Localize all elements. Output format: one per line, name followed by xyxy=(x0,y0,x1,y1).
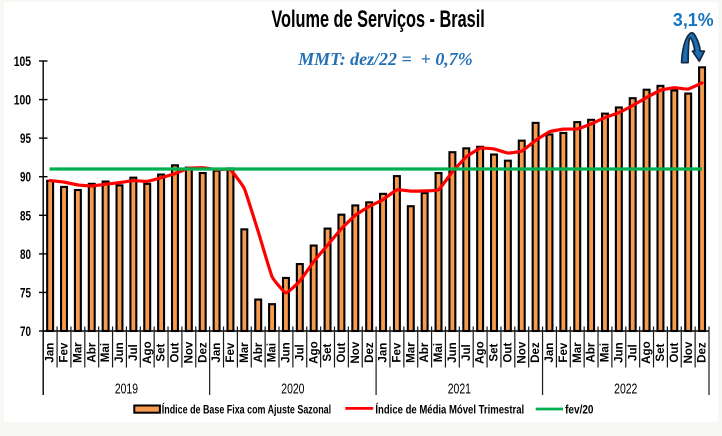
svg-text:70: 70 xyxy=(20,323,31,339)
svg-text:2019: 2019 xyxy=(115,381,138,397)
svg-text:Ago: Ago xyxy=(640,341,653,364)
svg-text:Out: Out xyxy=(169,342,182,362)
svg-text:Nov: Nov xyxy=(515,341,528,363)
svg-text:Dez: Dez xyxy=(529,342,542,363)
svg-text:Set: Set xyxy=(654,343,667,361)
svg-text:Jun: Jun xyxy=(612,342,625,363)
svg-text:Índice de Média Móvel Trimestr: Índice de Média Móvel Trimestral xyxy=(375,402,524,417)
svg-text:Mar: Mar xyxy=(238,342,251,363)
svg-text:Mai: Mai xyxy=(99,343,112,362)
svg-text:2022: 2022 xyxy=(614,381,637,397)
svg-text:75: 75 xyxy=(20,284,31,300)
svg-text:Dez: Dez xyxy=(696,342,709,363)
svg-text:Ago: Ago xyxy=(141,341,154,364)
svg-text:Jun: Jun xyxy=(446,342,459,363)
svg-text:Volume de Serviços - Brasil: Volume de Serviços - Brasil xyxy=(271,6,484,33)
svg-text:85: 85 xyxy=(20,207,31,223)
svg-text:100: 100 xyxy=(14,92,31,108)
svg-text:Jul: Jul xyxy=(460,344,473,361)
svg-text:Dez: Dez xyxy=(196,342,209,363)
svg-text:2020: 2020 xyxy=(281,381,304,397)
svg-text:Jan: Jan xyxy=(543,343,556,363)
svg-text:Mar: Mar xyxy=(71,342,84,363)
svg-text:Mai: Mai xyxy=(432,343,445,362)
svg-text:Out: Out xyxy=(335,342,348,362)
svg-text:Abr: Abr xyxy=(252,342,265,362)
svg-text:Jan: Jan xyxy=(377,343,390,363)
svg-text:Mar: Mar xyxy=(404,342,417,363)
svg-text:Fev: Fev xyxy=(224,342,237,363)
svg-text:95: 95 xyxy=(20,130,31,146)
svg-text:Jul: Jul xyxy=(127,344,140,361)
svg-text:Mai: Mai xyxy=(266,343,279,362)
svg-text:105: 105 xyxy=(14,53,31,69)
svg-text:Set: Set xyxy=(488,343,501,361)
svg-text:Ago: Ago xyxy=(307,341,320,364)
svg-text:Jul: Jul xyxy=(293,344,306,361)
svg-text:MMT: dez/22 = + 0,7%: MMT: dez/22 = + 0,7% xyxy=(297,49,472,69)
svg-text:Ago: Ago xyxy=(474,341,487,364)
svg-text:Set: Set xyxy=(155,343,168,361)
svg-text:Fev: Fev xyxy=(557,342,570,363)
svg-text:Mai: Mai xyxy=(599,343,612,362)
svg-text:Out: Out xyxy=(501,342,514,362)
svg-text:Out: Out xyxy=(668,342,681,362)
svg-text:Fev: Fev xyxy=(58,342,71,363)
svg-text:90: 90 xyxy=(20,169,31,185)
svg-text:Jan: Jan xyxy=(44,343,57,363)
svg-text:fev/20: fev/20 xyxy=(565,403,594,417)
svg-text:Abr: Abr xyxy=(418,342,431,362)
svg-text:2021: 2021 xyxy=(448,381,471,397)
svg-text:Jun: Jun xyxy=(280,342,293,363)
svg-text:Jun: Jun xyxy=(113,342,126,363)
svg-text:3,1%: 3,1% xyxy=(673,10,714,30)
svg-text:Abr: Abr xyxy=(585,342,598,362)
svg-text:80: 80 xyxy=(20,246,31,262)
svg-text:Abr: Abr xyxy=(85,342,98,362)
svg-text:Nov: Nov xyxy=(182,341,195,363)
svg-text:Índice de Base Fixa com Ajuste: Índice de Base Fixa com Ajuste Sazonal xyxy=(162,402,331,417)
svg-text:Nov: Nov xyxy=(682,341,695,363)
svg-text:Dez: Dez xyxy=(363,342,376,363)
svg-text:Jul: Jul xyxy=(626,344,639,361)
svg-text:Mar: Mar xyxy=(571,342,584,363)
svg-text:Nov: Nov xyxy=(349,341,362,363)
svg-text:Jan: Jan xyxy=(210,343,223,363)
svg-text:Fev: Fev xyxy=(391,342,404,363)
svg-text:Set: Set xyxy=(321,343,334,361)
